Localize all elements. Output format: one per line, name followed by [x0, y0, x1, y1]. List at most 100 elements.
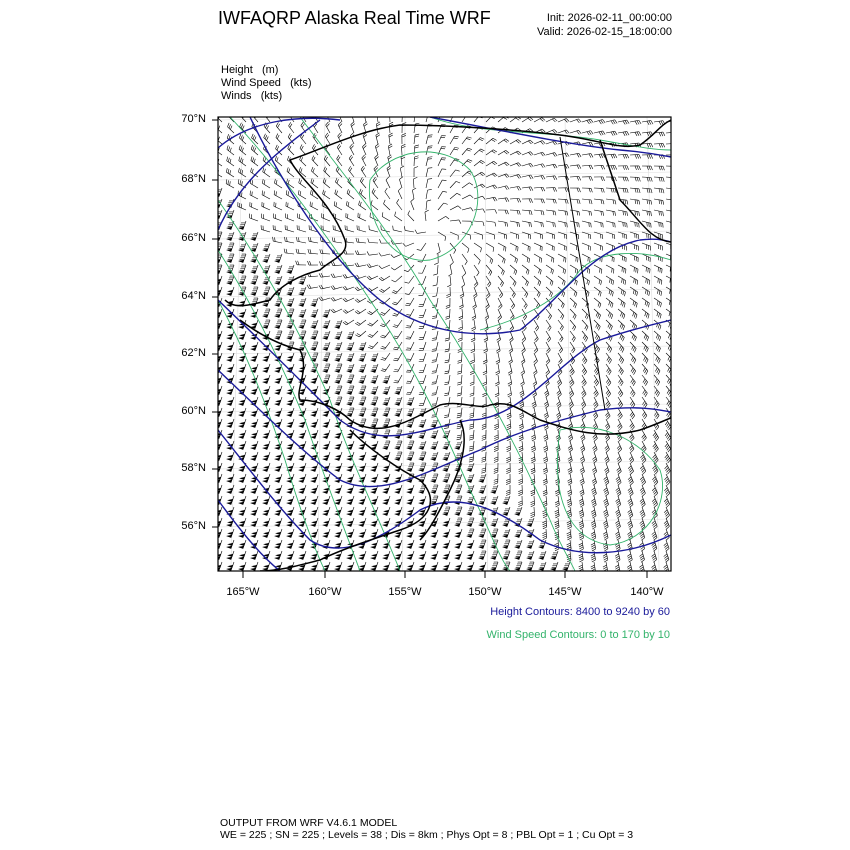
wind-barb	[337, 132, 343, 145]
wind-barb	[461, 117, 471, 123]
wind-barb	[413, 176, 418, 189]
wind-barb	[363, 121, 368, 134]
wind-barb	[526, 528, 535, 538]
wind-barb	[434, 253, 439, 265]
wind-barb	[533, 117, 546, 123]
wind-barb	[581, 187, 593, 193]
wind-barb	[449, 158, 460, 167]
wind-barb	[470, 341, 475, 354]
wind-barb	[299, 155, 307, 167]
wind-barb	[249, 179, 259, 189]
wind-barb	[445, 297, 451, 309]
wind-barb	[406, 550, 415, 560]
wind-barb	[629, 352, 637, 364]
wind-barb	[605, 385, 611, 398]
wind-barb	[360, 165, 367, 178]
wind-barb	[286, 264, 295, 274]
wind-barb	[629, 131, 642, 137]
wind-barb	[593, 153, 606, 159]
wind-barb	[629, 242, 639, 251]
wind-barb	[490, 517, 499, 527]
wind-barb	[330, 261, 343, 267]
wind-barb	[557, 220, 568, 228]
wind-barb	[406, 385, 415, 395]
wind-barb	[330, 285, 343, 290]
wind-barb	[521, 220, 532, 228]
wind-barb	[322, 429, 331, 439]
wind-barb	[543, 440, 549, 453]
wind-barb	[431, 330, 439, 341]
wind-barb	[379, 239, 391, 244]
wind-barb	[509, 286, 516, 298]
wind-barb	[274, 178, 283, 189]
wind-barb	[639, 495, 646, 508]
wind-barb	[327, 117, 331, 123]
wind-barb	[392, 297, 403, 306]
wind-barb	[334, 462, 343, 472]
wind-barb	[497, 264, 505, 276]
wind-barb	[458, 319, 463, 331]
wind-barb	[310, 374, 319, 384]
wind-barb	[509, 174, 522, 179]
wind-speed-legend: Wind Speed Contours: 0 to 170 by 10	[486, 629, 670, 641]
wind-barb	[286, 319, 295, 329]
wind-barb	[514, 539, 523, 549]
wind-barb	[461, 147, 472, 156]
wind-barb	[425, 134, 433, 145]
wind-barb	[250, 374, 259, 384]
wind-barb	[490, 528, 499, 538]
wind-barb	[226, 363, 235, 373]
wind-barb	[330, 308, 343, 314]
wind-barb	[263, 133, 271, 145]
wind-barb	[641, 374, 648, 386]
wind-barb	[521, 275, 529, 287]
wind-barb	[318, 273, 331, 278]
wind-barb	[358, 528, 367, 538]
wind-barb	[310, 495, 319, 505]
wind-barb	[442, 539, 451, 549]
wind-barb	[482, 352, 488, 365]
wind-barb	[342, 308, 355, 314]
wind-barb	[308, 237, 319, 244]
wind-barb	[413, 155, 419, 167]
wind-barb	[394, 440, 403, 450]
wind-barb	[593, 209, 604, 216]
wind-barb	[430, 429, 439, 439]
wind-barb	[225, 179, 235, 189]
wind-barb	[346, 495, 355, 505]
wind-barb	[382, 561, 391, 571]
wind-barb	[400, 154, 406, 167]
wind-barb	[358, 363, 367, 373]
wind-barb	[663, 517, 670, 530]
wind-barb	[346, 374, 355, 384]
wind-barb	[478, 550, 487, 560]
wind-barb	[283, 248, 295, 255]
wind-barb	[519, 407, 524, 420]
wind-barb	[310, 517, 319, 527]
wind-barb	[514, 506, 523, 516]
wind-barb	[218, 124, 223, 134]
wind-barb	[530, 451, 536, 464]
wind-barb	[262, 319, 271, 329]
wind-barb	[653, 143, 666, 148]
wind-barb	[342, 274, 355, 279]
wind-barb	[509, 198, 522, 203]
wind-barb	[250, 451, 259, 461]
wind-barb	[533, 163, 546, 168]
wind-barb	[312, 144, 319, 156]
wind-barb	[286, 506, 295, 516]
wind-barb	[494, 429, 499, 441]
wind-barb	[469, 385, 475, 397]
wind-barb	[629, 209, 640, 217]
wind-barb	[556, 396, 562, 409]
wind-barb	[346, 462, 355, 472]
wind-barb	[485, 161, 498, 167]
wind-barb	[262, 363, 271, 373]
wind-barb	[418, 451, 427, 461]
wind-barb	[362, 132, 368, 145]
wind-barb	[370, 550, 379, 560]
wind-barb	[497, 150, 510, 156]
wind-barb	[495, 374, 500, 387]
wind-barb	[443, 418, 451, 429]
wind-barb	[520, 363, 525, 376]
